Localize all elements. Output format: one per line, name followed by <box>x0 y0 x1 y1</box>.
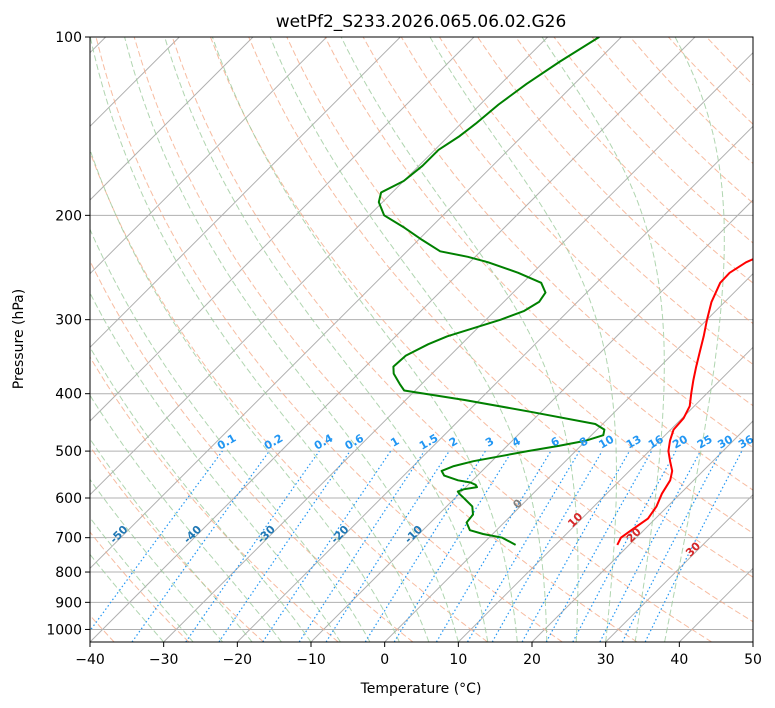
moist-adiabat <box>90 478 223 642</box>
mixing-ratio-line <box>218 450 351 642</box>
x-tick-label: 20 <box>523 652 541 668</box>
isotherm-lines <box>90 37 753 642</box>
moist-adiabat <box>90 148 400 642</box>
moist-adiabat <box>340 37 579 642</box>
isotherm-line <box>457 346 753 642</box>
moist-adiabat <box>211 37 518 642</box>
dewpoint-profile-line <box>377 37 606 546</box>
x-tick-label: 50 <box>744 652 762 668</box>
chart-title: wetPf2_S233.2026.065.06.02.G26 <box>276 12 567 32</box>
dry-adiabat <box>515 37 753 284</box>
moist-adiabat <box>90 394 282 642</box>
mixing-ratio-line <box>521 450 631 642</box>
moist-adiabat <box>90 37 430 642</box>
isotherm-line <box>531 420 753 642</box>
pressure-gridlines <box>90 37 753 630</box>
y-tick-label: 800 <box>55 565 82 581</box>
mixing-ratio-line <box>325 450 450 642</box>
plot-area <box>90 37 753 642</box>
x-tick-label: 40 <box>670 652 688 668</box>
dry-adiabat <box>95 37 563 642</box>
dry-adiabat <box>90 445 264 642</box>
isotherm-line <box>90 37 401 349</box>
dry-adiabat <box>210 37 753 623</box>
dry-adiabat <box>400 37 753 407</box>
dry-adiabat <box>90 356 339 642</box>
dry-adiabat <box>133 37 638 642</box>
moist-adiabat <box>90 346 312 642</box>
isotherm-line <box>236 125 753 642</box>
mixing-ratio-line <box>90 450 223 632</box>
y-tick-label: 600 <box>55 491 82 507</box>
temperature-profile-line <box>616 258 753 546</box>
y-tick-label: 500 <box>55 444 82 460</box>
dry-adiabats <box>90 37 753 642</box>
isotherm-line <box>384 272 753 642</box>
isotherm-line <box>90 37 549 496</box>
isotherm-line <box>90 37 622 570</box>
mixing-ratio-line <box>298 450 425 642</box>
isotherm-line <box>90 37 254 201</box>
moist-adiabat <box>90 438 253 642</box>
y-tick-label: 200 <box>55 208 82 224</box>
x-tick-label: −10 <box>296 652 326 668</box>
dry-adiabat <box>90 531 190 642</box>
mixing-ratio-line <box>185 450 320 642</box>
moist-adiabat <box>90 516 194 642</box>
mixing-ratio-lines <box>90 450 743 642</box>
x-axis-ticks: −40 −30 −20 −10 0 10 20 30 40 50 <box>75 642 762 668</box>
isotherm-line <box>163 51 753 642</box>
mixing-ratio-line <box>131 450 270 642</box>
mixing-ratio-line <box>644 450 743 642</box>
dry-adiabat <box>438 37 753 366</box>
isotherm-line <box>90 37 696 642</box>
x-tick-label: 10 <box>449 652 467 668</box>
x-tick-label: 30 <box>597 652 615 668</box>
isotherm-line <box>90 37 328 275</box>
moist-adiabat <box>90 228 371 642</box>
mixing-ratio-line <box>572 450 677 642</box>
isotherm-line <box>605 493 753 642</box>
y-tick-label: 100 <box>55 30 82 46</box>
x-axis-title: Temperature (°C) <box>360 681 482 697</box>
mixing-ratio-labels: 0.1 0.2 0.4 0.6 1 1.5 2 3 4 6 8 10 13 16 20 25 30 36 <box>215 431 756 452</box>
mixing-ratio-line <box>545 450 653 642</box>
dry-adiabat <box>248 37 753 578</box>
isotherm-line <box>90 37 475 422</box>
dry-adiabat <box>171 37 712 642</box>
x-tick-label: 0 <box>380 652 389 668</box>
dry-adiabat <box>286 37 753 534</box>
moist-adiabat <box>164 37 489 642</box>
x-tick-label: −30 <box>149 652 179 668</box>
dry-adiabat <box>90 259 414 642</box>
y-tick-label: 700 <box>55 531 82 547</box>
sounding-profiles <box>377 37 753 546</box>
y-tick-label: 900 <box>55 595 82 611</box>
y-axis-ticks: 100 200 300 400 500 600 700 800 900 1000 <box>46 30 90 638</box>
moist-adiabat <box>124 37 459 642</box>
x-tick-label: −40 <box>75 652 105 668</box>
dry-adiabat <box>90 150 488 642</box>
plot-frame <box>89 36 754 643</box>
y-tick-label: 400 <box>55 387 82 403</box>
moist-adiabat <box>90 553 165 642</box>
y-axis-title: Pressure (hPa) <box>11 289 27 389</box>
y-tick-label: 300 <box>55 313 82 329</box>
moist-adiabat <box>429 37 617 642</box>
y-tick-label: 1000 <box>46 622 82 638</box>
mixing-ratio-line <box>393 450 513 642</box>
x-tick-label: −20 <box>223 652 253 668</box>
mixing-ratio-line <box>262 450 392 642</box>
